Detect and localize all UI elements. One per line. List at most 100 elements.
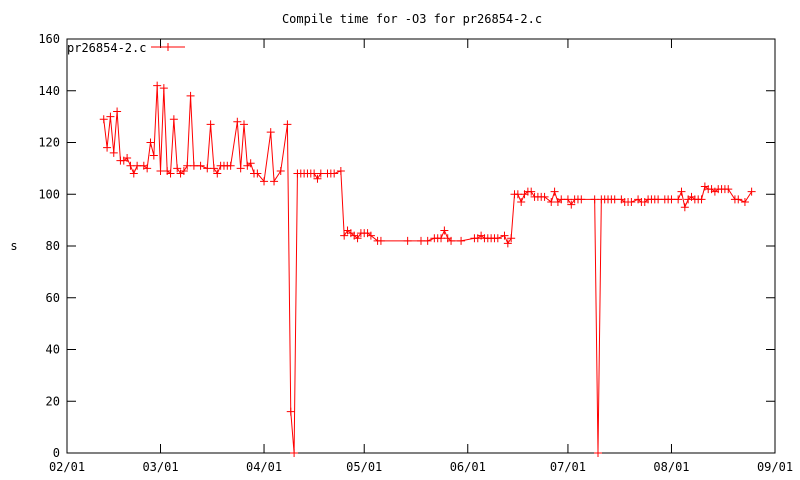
data-point xyxy=(366,231,375,240)
y-axis: 0 20 40 60 80 100 120 140 160 xyxy=(38,32,775,460)
data-point xyxy=(313,174,322,183)
data-point xyxy=(226,161,235,170)
plot-border xyxy=(66,38,776,454)
x-tick-label: 05/01 xyxy=(346,460,382,474)
data-point xyxy=(240,120,248,129)
data-point xyxy=(734,195,743,204)
data-point xyxy=(610,195,619,204)
data-point xyxy=(440,226,449,235)
data-point xyxy=(330,169,339,178)
data-point xyxy=(677,187,686,196)
data-point xyxy=(196,161,205,170)
data-point xyxy=(109,148,118,157)
x-tick-label: 03/01 xyxy=(142,460,178,474)
data-point xyxy=(376,236,385,245)
data-point xyxy=(680,203,689,212)
data-point xyxy=(186,91,195,100)
data-point xyxy=(123,154,132,163)
data-point xyxy=(336,166,345,175)
data-point xyxy=(547,198,556,207)
data-point xyxy=(563,195,572,204)
data-point xyxy=(209,164,218,173)
data-point xyxy=(674,195,683,204)
data-point xyxy=(353,234,362,243)
y-tick-label: 100 xyxy=(38,187,60,201)
data-point xyxy=(423,236,432,245)
x-tick-label: 09/01 xyxy=(757,460,793,474)
legend-label: pr26854-2.c xyxy=(67,41,146,55)
y-tick-label: 140 xyxy=(38,84,60,98)
data-point xyxy=(103,143,112,152)
data-point xyxy=(106,112,115,121)
data-point xyxy=(557,195,566,204)
data-point xyxy=(527,187,536,196)
x-axis: 02/01 03/01 04/01 05/01 06/01 07/01 08/01 09/01 xyxy=(49,39,793,474)
data-point xyxy=(447,236,456,245)
data-point xyxy=(149,151,158,160)
data-point xyxy=(143,164,152,173)
data-point xyxy=(173,164,182,173)
data-point xyxy=(654,195,663,204)
data-point xyxy=(503,239,512,248)
data-point xyxy=(417,236,425,245)
data-point xyxy=(159,84,168,93)
data-point xyxy=(437,234,446,243)
data-point xyxy=(189,161,198,170)
y-tick-label: 160 xyxy=(38,32,60,46)
data-point xyxy=(270,177,279,186)
data-point xyxy=(667,195,676,204)
x-tick-label: 02/01 xyxy=(49,460,85,474)
data-point xyxy=(540,192,549,201)
data-point xyxy=(697,195,706,204)
x-tick-label: 08/01 xyxy=(653,460,689,474)
data-point xyxy=(747,187,756,196)
data-point xyxy=(286,407,295,416)
data-point xyxy=(260,177,269,186)
data-point xyxy=(129,169,138,178)
data-point xyxy=(340,231,349,240)
data-point xyxy=(213,169,222,178)
data-point xyxy=(590,195,599,204)
data-point xyxy=(146,138,155,147)
x-tick-label: 04/01 xyxy=(246,460,282,474)
chart-title: Compile time for -O3 for pr26854-2.c xyxy=(282,12,542,26)
data-point xyxy=(169,115,178,124)
data-point xyxy=(113,107,122,116)
data-point xyxy=(594,449,602,457)
data-point xyxy=(403,236,412,245)
legend-marker xyxy=(164,43,172,51)
data-point xyxy=(203,164,212,173)
data-point xyxy=(493,234,502,243)
data-point xyxy=(179,166,188,175)
data-point xyxy=(276,166,285,175)
data-point xyxy=(567,200,576,209)
data-point xyxy=(126,161,135,170)
data-point xyxy=(513,190,522,199)
data-point xyxy=(99,115,108,124)
data-point xyxy=(166,169,175,178)
y-tick-label: 120 xyxy=(38,136,60,150)
data-point xyxy=(133,161,142,170)
data-point xyxy=(246,159,255,168)
y-tick-label: 80 xyxy=(46,239,60,253)
data-point xyxy=(316,169,325,178)
data-point xyxy=(507,234,516,243)
data-point xyxy=(156,166,165,175)
data-point xyxy=(233,117,242,126)
series-line xyxy=(103,85,753,454)
y-tick-label: 40 xyxy=(46,343,60,357)
data-point xyxy=(266,128,275,137)
data-point xyxy=(550,187,559,196)
data-point xyxy=(183,161,192,170)
y-tick-label: 60 xyxy=(46,291,60,305)
y-tick-label: 20 xyxy=(46,394,60,408)
y-axis-label: s xyxy=(10,239,17,253)
data-point xyxy=(253,169,262,178)
data-point xyxy=(457,236,466,245)
series-pr26854-2c xyxy=(99,81,756,457)
data-point xyxy=(740,198,749,207)
y-tick-label: 0 xyxy=(53,446,60,460)
data-point xyxy=(290,449,299,457)
data-point xyxy=(577,195,586,204)
